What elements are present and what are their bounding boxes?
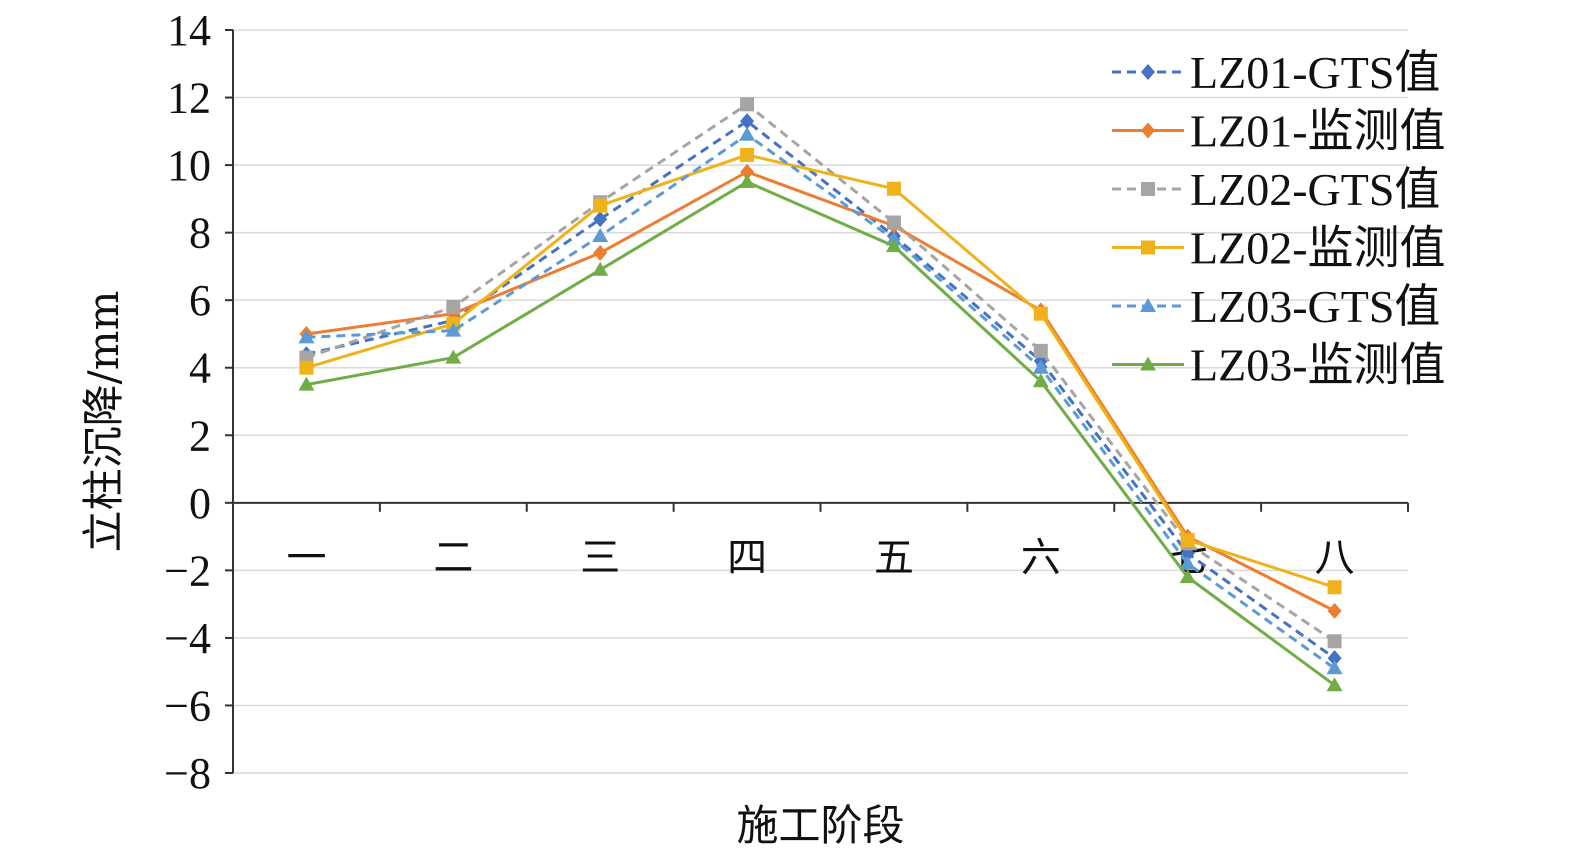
y-tick-label: 8	[189, 209, 211, 258]
series-5	[298, 126, 1343, 675]
data-point	[1327, 634, 1342, 649]
data-point	[299, 360, 314, 375]
data-point	[592, 228, 609, 243]
data-point	[1326, 677, 1343, 692]
y-tick-labels: −8 −6 −4 −2 0 2 4 6 8 10 12 14	[164, 6, 233, 798]
y-tick-label: 4	[189, 344, 211, 393]
legend-entry: LZ03-监测值	[1112, 340, 1446, 391]
legend: LZ01-GTS值 LZ01-监测值 LZ02-GTS值 LZ02-监测值 LZ03-G…	[1112, 47, 1446, 391]
data-point	[739, 173, 756, 188]
data-point	[740, 97, 755, 112]
data-point	[740, 147, 755, 162]
data-point	[1327, 650, 1342, 667]
x-category-label: 八	[1315, 535, 1355, 581]
data-point	[298, 329, 315, 344]
legend-entry: LZ01-GTS值	[1112, 47, 1440, 98]
data-point	[1327, 602, 1342, 619]
data-point	[886, 215, 901, 230]
data-point	[1179, 569, 1196, 584]
data-point	[740, 163, 755, 180]
data-point	[1327, 580, 1342, 595]
y-tick-label: −6	[164, 681, 211, 730]
legend-label: LZ01-GTS值	[1190, 47, 1440, 98]
legend-label: LZ03-监测值	[1190, 340, 1446, 391]
x-category-label: 二	[433, 535, 473, 581]
legend-marker	[1141, 122, 1155, 139]
x-category-label: 五	[874, 535, 914, 581]
legend-label: LZ03-GTS值	[1190, 281, 1440, 332]
data-point	[446, 299, 461, 314]
series-4	[299, 147, 1342, 595]
series-lines	[298, 97, 1343, 692]
y-tick-label: −4	[164, 614, 211, 663]
x-axis-title: 施工阶段	[736, 801, 904, 850]
y-tick-label: 12	[167, 74, 211, 123]
series-line	[305, 102, 1336, 643]
x-category-label: 六	[1021, 535, 1061, 581]
data-point	[593, 244, 608, 261]
data-point	[740, 113, 755, 130]
data-point	[298, 376, 315, 391]
data-point	[445, 349, 462, 364]
legend-marker	[1140, 298, 1156, 312]
data-point	[1032, 359, 1049, 374]
legend-marker	[1141, 64, 1155, 80]
x-category-label: 一	[286, 535, 326, 581]
data-point	[1179, 555, 1196, 570]
data-point	[592, 261, 609, 276]
data-point	[1180, 532, 1195, 547]
data-point	[593, 211, 608, 228]
data-point	[739, 126, 756, 141]
x-category-label: 三	[580, 535, 620, 581]
series-1	[299, 113, 1342, 667]
y-tick-label: 0	[189, 479, 211, 528]
x-category-labels: 一二三四五六七八	[232, 502, 1409, 581]
y-tick-label: 14	[167, 6, 211, 55]
legend-entry: LZ01-监测值	[1112, 106, 1446, 157]
legend-entry: LZ03-GTS值	[1112, 281, 1440, 332]
y-tick-label: −8	[164, 749, 211, 798]
y-tick-label: 2	[189, 411, 211, 460]
legend-label: LZ01-监测值	[1190, 106, 1446, 157]
y-tick-label: 10	[167, 141, 211, 190]
data-point	[1033, 306, 1048, 321]
data-point	[1032, 373, 1049, 388]
legend-marker	[1141, 182, 1155, 196]
legend-entry: LZ02-GTS值	[1112, 164, 1440, 215]
legend-label: LZ02-监测值	[1190, 223, 1446, 274]
legend-marker	[1140, 356, 1156, 371]
y-axis-title: 立柱沉降/mm	[79, 291, 128, 553]
legend-entry: LZ02-监测值	[1112, 223, 1446, 274]
y-tick-label: 6	[189, 276, 211, 325]
legend-marker	[1141, 240, 1155, 255]
series-line	[306, 180, 1336, 687]
data-point	[885, 238, 902, 253]
data-point	[445, 322, 462, 337]
series-line	[306, 153, 1336, 589]
data-point	[886, 181, 901, 196]
y-tick-label: −2	[164, 546, 211, 595]
data-point	[593, 198, 608, 213]
series-line	[306, 132, 1336, 670]
data-point	[1326, 660, 1343, 675]
legend-label: LZ02-GTS值	[1190, 164, 1440, 215]
series-6	[298, 173, 1343, 692]
data-point	[1033, 343, 1048, 358]
x-category-label: 四	[727, 535, 767, 581]
